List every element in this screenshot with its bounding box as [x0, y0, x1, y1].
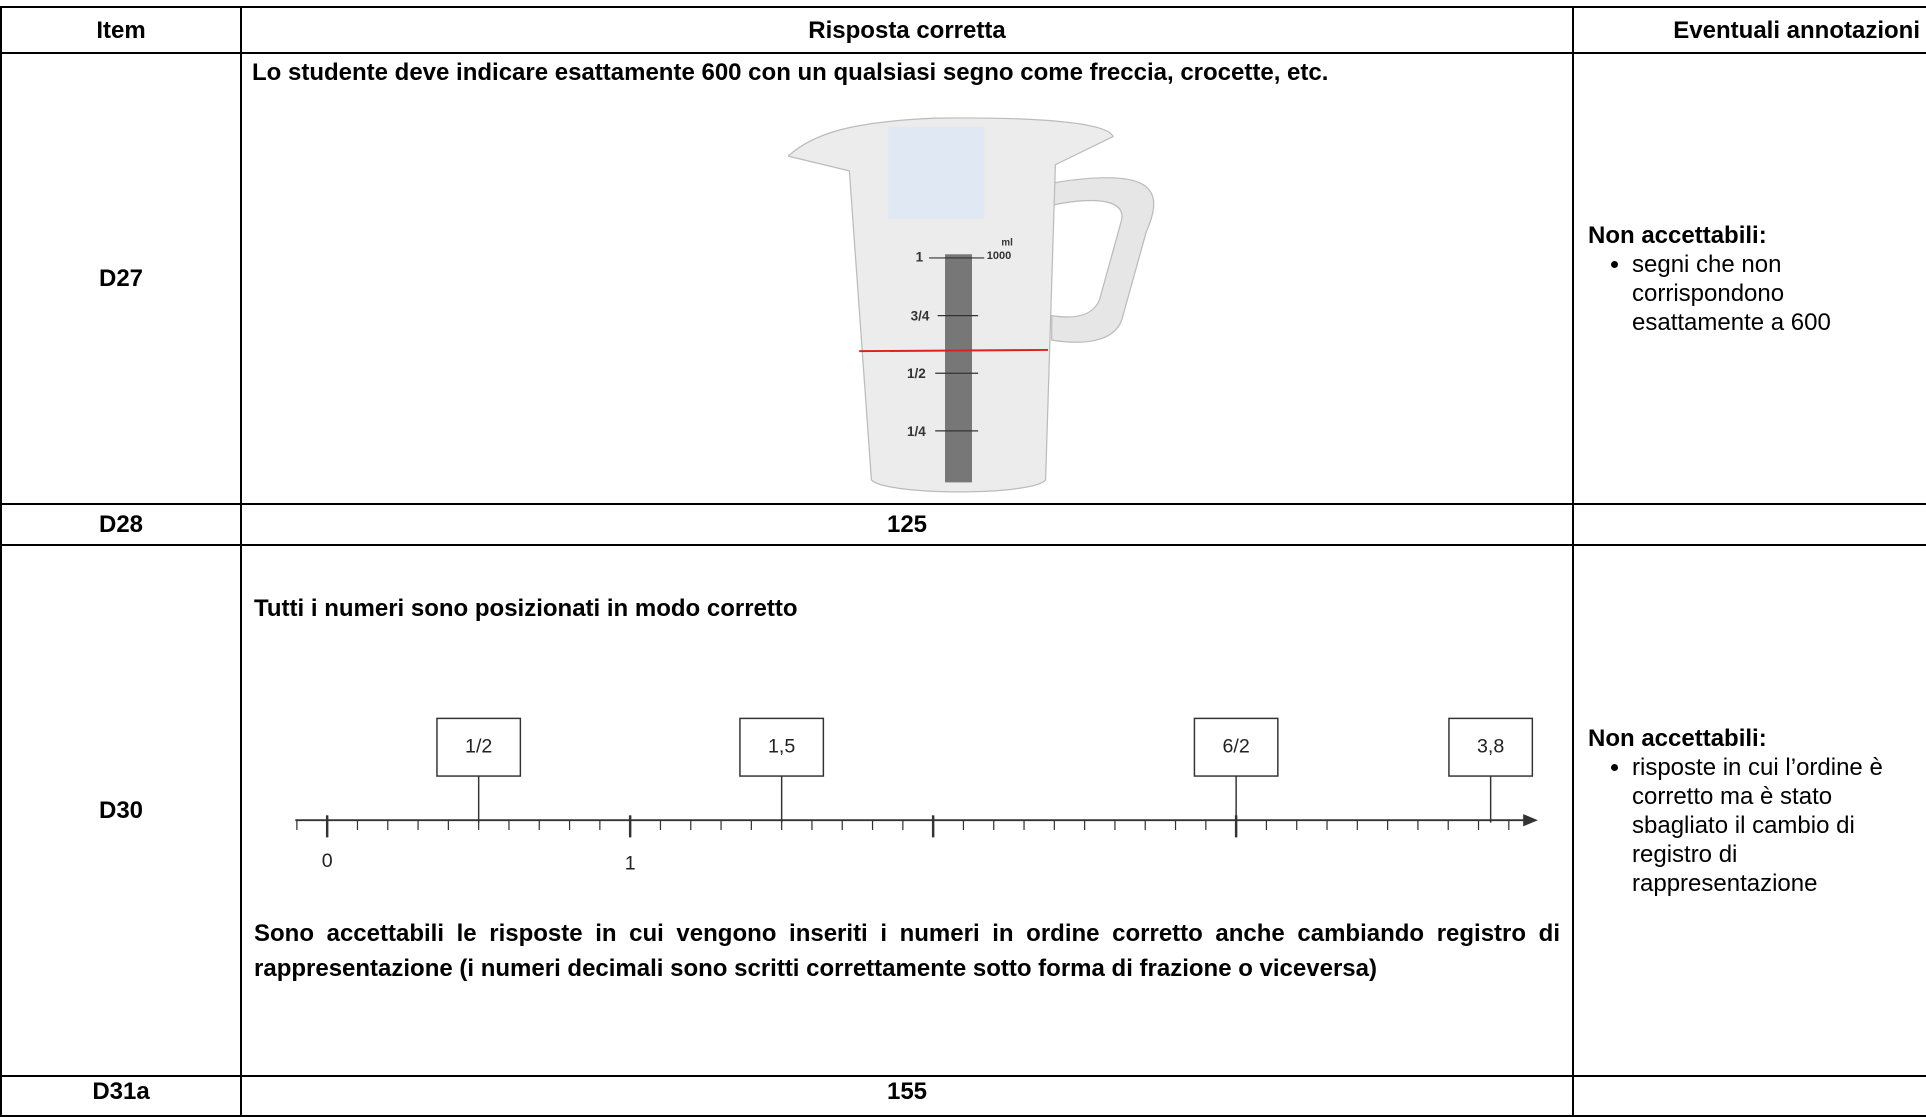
answer-cell: Lo studente deve indicare esattamente 60… [240, 52, 1574, 505]
row: D30 Tutti i numeri sono posizionati in m… [0, 544, 1926, 1077]
answer-box [436, 717, 522, 777]
answer-box [739, 717, 825, 777]
scale-label: 3/4 [911, 308, 930, 323]
answer-table: Item Risposta corretta Eventuali annotaz… [0, 6, 1926, 1117]
answer-note: Sono accettabili le risposte in cui veng… [254, 920, 1560, 982]
item-cell: D31a [0, 1075, 242, 1117]
row: D28 125 [0, 503, 1926, 546]
scale-label: 1000 [987, 250, 1012, 262]
answer-text: Lo studente deve indicare esattamente 60… [252, 59, 1329, 86]
notes-cell [1572, 1075, 1926, 1117]
notes-bullet: risposte in cui l’ordine è corretto ma è… [1632, 753, 1918, 898]
answer-cell: 125 [240, 503, 1574, 546]
pitcher-figure: ml 1000 1 3/4 1/2 1/4 [788, 117, 1155, 493]
header-cell: Eventuali annotazioni [1572, 6, 1926, 54]
axis-arrow [1523, 814, 1538, 827]
box-label: 1/2 [465, 736, 492, 758]
box-label: 3,8 [1477, 736, 1504, 758]
box-label: 1,5 [768, 736, 795, 758]
answer-cell: 155 [240, 1075, 1574, 1117]
notes-cell [1572, 503, 1926, 546]
axis-label: 0 [322, 850, 333, 872]
item-cell: D30 [0, 544, 242, 1077]
scale-label: ml [1001, 238, 1013, 249]
answer-cell: Tutti i numeri sono posizionati in modo … [240, 544, 1574, 1077]
row: D27 Lo studente deve indicare esattament… [0, 52, 1926, 505]
item-cell: D27 [0, 52, 242, 505]
answer-text: Tutti i numeri sono posizionati in modo … [254, 595, 798, 622]
row: D31a 155 [0, 1075, 1926, 1117]
scale-label: 1 [916, 250, 924, 265]
box-label: 6/2 [1223, 736, 1250, 758]
notes-bullet: segni che non corrispondono esattamente … [1632, 250, 1918, 337]
scale-label: 1/2 [907, 366, 926, 381]
scale-label: 1/4 [907, 424, 926, 439]
axis-label: 1 [625, 852, 636, 874]
notes-cell: Non accettabili: segni che non corrispon… [1572, 52, 1926, 505]
answer-box [1448, 717, 1534, 777]
header-row: Item Risposta corretta Eventuali annotaz… [0, 6, 1926, 54]
answer-box [1193, 717, 1279, 777]
number-line: 0 1 1/2 1,5 6/2 3,8 [295, 717, 1538, 874]
notes-heading: Non accettabili: [1588, 221, 1767, 249]
header-cell: Item [0, 6, 242, 54]
notes-heading: Non accettabili: [1588, 724, 1767, 752]
notes-cell: Non accettabili: risposte in cui l’ordin… [1572, 544, 1926, 1077]
item-cell: D28 [0, 503, 242, 546]
header-cell: Risposta corretta [240, 6, 1574, 54]
